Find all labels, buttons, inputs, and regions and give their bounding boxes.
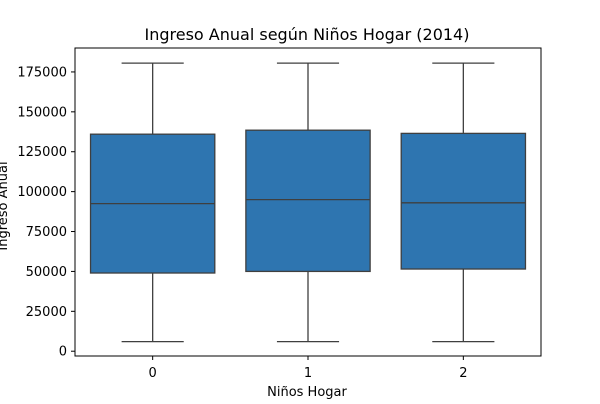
y-axis-label: Ingreso Anual [0, 161, 11, 250]
plot-area: 0 25000 50000 75000 100000 125000 150000 175000… [17, 47, 542, 381]
y-tick-label-175000: 175000 [17, 65, 67, 80]
x-tick-label-1: 1 [304, 366, 312, 381]
y-tick-label-50000: 50000 [26, 265, 67, 280]
x-tick-label-2: 2 [459, 366, 467, 381]
y-tick-label-75000: 75000 [26, 225, 67, 240]
chart-title: Ingreso Anual según Niños Hogar (2014) [145, 25, 470, 44]
box-1 [245, 129, 371, 273]
y-tick-label-0: 0 [59, 345, 67, 360]
x-axis-label: Niños Hogar [267, 385, 347, 400]
box-2 [400, 132, 527, 270]
y-tick-label-100000: 100000 [17, 185, 67, 200]
y-tick-label-150000: 150000 [17, 105, 67, 120]
y-tick-label-25000: 25000 [26, 305, 67, 320]
x-tick-label-0: 0 [149, 366, 157, 381]
y-tick-label-125000: 125000 [17, 145, 67, 160]
